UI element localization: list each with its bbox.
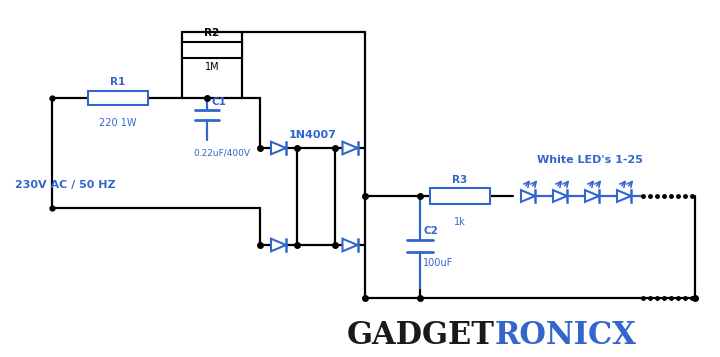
Text: White LED's 1-25: White LED's 1-25: [537, 155, 643, 165]
Text: R3: R3: [452, 175, 467, 185]
Text: R1: R1: [110, 77, 125, 87]
Bar: [88, 91, 148, 105]
Polygon shape: [553, 190, 567, 202]
Polygon shape: [271, 239, 286, 251]
Bar: [182, 42, 242, 58]
Text: R2: R2: [204, 28, 220, 38]
Polygon shape: [271, 142, 286, 154]
Text: 230V AC / 50 HZ: 230V AC / 50 HZ: [15, 180, 116, 190]
Bar: [430, 188, 490, 204]
Polygon shape: [617, 190, 631, 202]
Text: 1N4007: 1N4007: [289, 130, 336, 140]
Polygon shape: [343, 239, 358, 251]
Text: 100uF: 100uF: [423, 258, 454, 268]
Text: RONICX: RONICX: [495, 320, 637, 351]
Polygon shape: [521, 190, 535, 202]
Polygon shape: [585, 190, 599, 202]
Text: 220 1W: 220 1W: [99, 118, 137, 128]
Polygon shape: [343, 142, 358, 154]
Text: 1k: 1k: [454, 217, 466, 227]
Text: GADGET: GADGET: [347, 320, 495, 351]
Text: C2: C2: [423, 226, 438, 236]
Text: C1: C1: [211, 97, 226, 107]
Text: 0.22uF/400V: 0.22uF/400V: [193, 148, 250, 157]
Text: 1M: 1M: [204, 62, 220, 72]
